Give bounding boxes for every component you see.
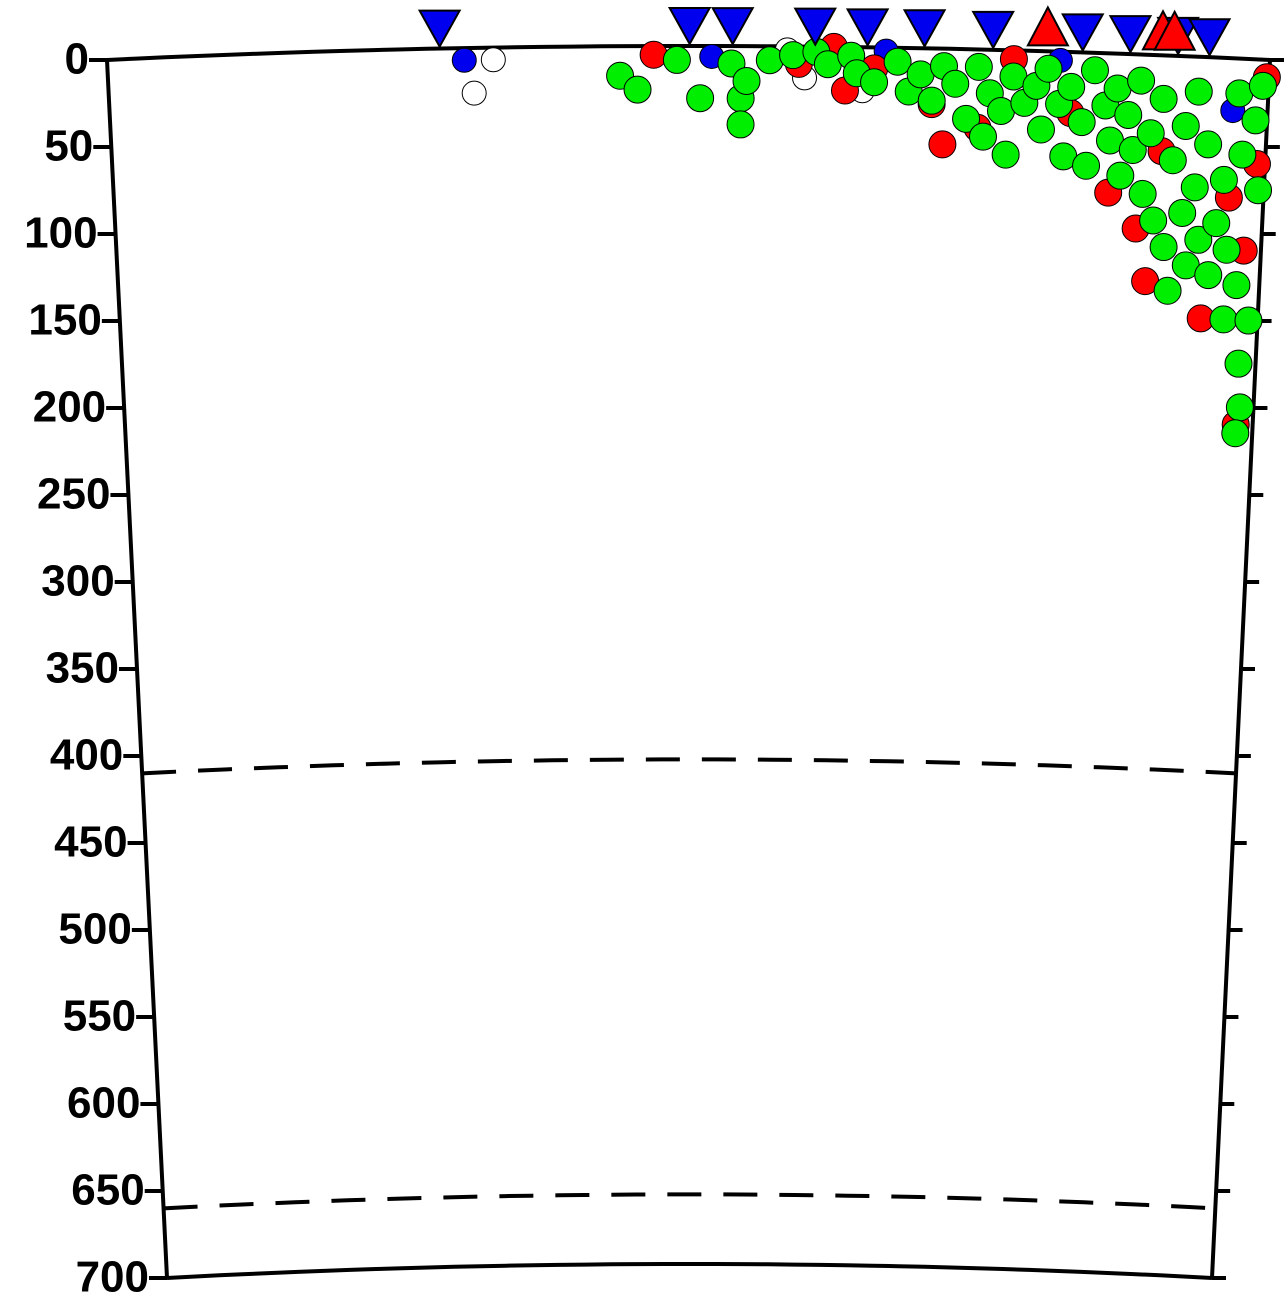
event xyxy=(928,130,957,159)
event xyxy=(1171,111,1200,140)
event xyxy=(1222,271,1251,300)
event xyxy=(779,41,808,70)
station xyxy=(1026,5,1070,47)
y-tick-label: 350 xyxy=(46,644,119,693)
event xyxy=(1128,179,1157,208)
y-tick-label: 650 xyxy=(71,1166,144,1215)
event xyxy=(1241,106,1270,135)
event xyxy=(952,104,981,133)
event xyxy=(1225,393,1254,422)
event xyxy=(1184,77,1213,106)
event xyxy=(1153,276,1182,305)
station xyxy=(710,7,755,47)
event xyxy=(1194,130,1223,159)
y-tick-label: 300 xyxy=(41,557,114,606)
event xyxy=(1209,305,1238,334)
station xyxy=(902,9,947,49)
station xyxy=(845,8,890,48)
y-tick-label: 0 xyxy=(65,35,89,84)
event xyxy=(623,75,652,104)
station xyxy=(1108,15,1153,55)
event xyxy=(1221,419,1250,448)
event xyxy=(1202,209,1231,238)
y-tick-label: 450 xyxy=(54,818,127,867)
event xyxy=(726,110,755,139)
event xyxy=(1225,79,1254,108)
event xyxy=(1194,261,1223,290)
event xyxy=(662,45,691,74)
event xyxy=(1103,74,1132,103)
y-tick-label: 50 xyxy=(44,122,93,171)
event xyxy=(686,84,715,113)
event xyxy=(1026,115,1055,144)
y-tick-label: 100 xyxy=(24,209,97,258)
event xyxy=(1118,136,1147,165)
event xyxy=(1224,349,1253,378)
y-tick-label: 400 xyxy=(50,731,123,780)
event xyxy=(1184,225,1213,254)
event xyxy=(1067,108,1096,137)
event xyxy=(1136,119,1165,148)
event xyxy=(1228,140,1257,169)
station xyxy=(1152,9,1197,51)
y-tick-label: 250 xyxy=(37,470,110,519)
station xyxy=(1187,18,1232,58)
event xyxy=(1209,165,1238,194)
event xyxy=(964,52,993,81)
event xyxy=(1034,54,1063,83)
event xyxy=(461,80,487,106)
event xyxy=(639,40,668,69)
event xyxy=(1139,206,1168,235)
reference-line xyxy=(163,1192,1216,1211)
event xyxy=(1057,72,1086,101)
y-tick-label: 550 xyxy=(63,992,136,1041)
event xyxy=(1149,233,1178,262)
event xyxy=(451,47,477,73)
event xyxy=(1106,161,1135,190)
event xyxy=(1244,176,1273,205)
y-tick-label: 700 xyxy=(76,1253,149,1302)
event xyxy=(1114,100,1143,129)
frame-bottom xyxy=(166,1262,1213,1280)
event xyxy=(1180,173,1209,202)
event xyxy=(1072,151,1101,180)
event xyxy=(1149,84,1178,113)
station xyxy=(417,9,462,49)
frame-top xyxy=(106,44,1271,62)
reference-line xyxy=(141,757,1237,776)
event xyxy=(1212,235,1241,264)
station xyxy=(667,7,712,47)
station xyxy=(971,10,1015,50)
event xyxy=(1158,146,1187,175)
event xyxy=(1248,71,1277,100)
y-tick-label: 600 xyxy=(67,1079,140,1128)
event xyxy=(1127,66,1156,95)
event xyxy=(860,68,889,97)
event xyxy=(917,86,946,115)
station xyxy=(793,7,837,47)
y-tick-label: 200 xyxy=(33,383,106,432)
y-tick-label: 150 xyxy=(28,296,101,345)
event xyxy=(1080,56,1109,85)
event xyxy=(968,122,997,151)
station xyxy=(1061,13,1105,53)
y-tick-label: 500 xyxy=(58,905,131,954)
event xyxy=(941,69,970,98)
event xyxy=(991,140,1020,169)
event xyxy=(1168,198,1197,227)
event xyxy=(755,46,784,75)
event xyxy=(1234,306,1263,335)
event xyxy=(883,47,912,76)
event xyxy=(480,47,506,73)
event xyxy=(732,66,761,95)
